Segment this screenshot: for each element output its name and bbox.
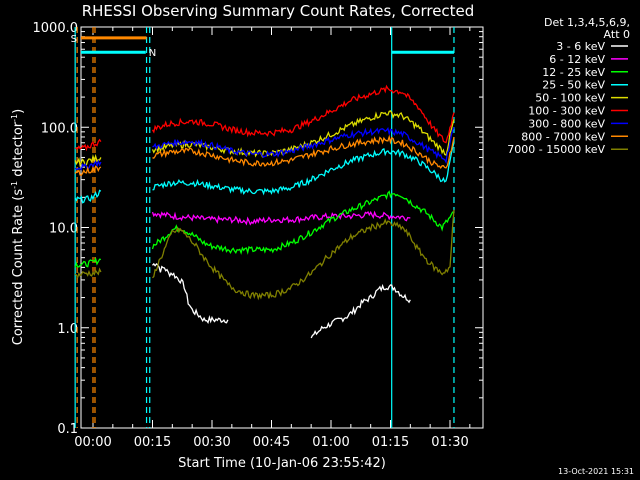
series-line <box>151 190 455 255</box>
series-line <box>74 257 102 268</box>
x-axis: 00:00 00:15 00:30 00:45 01:00 01:15 01:30 <box>74 27 471 450</box>
x-tick-label: 00:45 <box>253 435 290 450</box>
x-tick-label: 01:00 <box>312 435 349 450</box>
legend-header-line2: Att 0 <box>604 28 630 41</box>
series-line <box>310 283 411 339</box>
legend-label: 100 - 300 keV <box>528 105 605 118</box>
legend-label: 3 - 6 keV <box>556 40 605 53</box>
y-tick-label: 0.1 <box>57 422 78 437</box>
series-line <box>152 142 455 196</box>
series-3-6-keV <box>152 262 411 339</box>
series-6-12-keV <box>151 210 411 226</box>
legend-label: 25 - 50 keV <box>542 79 605 92</box>
y-tick-label: 10.0 <box>49 222 78 237</box>
x-tick-label: 01:15 <box>372 435 409 450</box>
series-line <box>151 210 411 226</box>
series-line <box>74 138 102 152</box>
legend-header-line1: Det 1,3,4,5,6,9, <box>544 16 630 29</box>
y-tick-label: 1.0 <box>57 322 78 337</box>
legend-label: 300 - 800 keV <box>528 117 605 130</box>
y-axis-label: Corrected Count Rate (s-1 detector-1) <box>10 109 26 345</box>
y-tick-label: 100.0 <box>41 121 78 136</box>
x-tick-label: 00:30 <box>193 435 230 450</box>
ylabel-sup2: -1 <box>10 114 19 122</box>
observing-bars: SN <box>71 34 454 59</box>
series-25-50-keV <box>74 142 455 204</box>
time-markers <box>74 27 455 428</box>
series-7000-15000-keV <box>74 209 455 301</box>
legend-label: 800 - 7000 keV <box>521 130 605 143</box>
series-line <box>152 262 229 324</box>
series-800-7000-keV <box>74 134 455 177</box>
x-tick-label: 00:00 <box>74 435 111 450</box>
legend-label: 7000 - 15000 keV <box>507 143 605 156</box>
ylabel-mid: detector <box>11 121 26 181</box>
series-line <box>152 209 455 301</box>
series-line <box>74 267 102 280</box>
ylabel-main: Corrected Count Rate (s <box>11 189 26 346</box>
x-tick-label: 00:15 <box>134 435 171 450</box>
series-line <box>74 153 102 168</box>
series-line <box>151 84 455 144</box>
series-line <box>152 134 455 170</box>
legend-label: 12 - 25 keV <box>542 66 605 79</box>
timestamp: 13-Oct-2021 15:31 <box>558 467 634 476</box>
y-tick-label: 1000.0 <box>33 21 79 36</box>
ylabel-end: ) <box>11 109 26 114</box>
series-line <box>74 165 102 177</box>
series-100-300-keV <box>74 84 455 152</box>
series-12-25-keV <box>74 190 455 268</box>
legend-label: 50 - 100 keV <box>535 92 605 105</box>
y-axis: 0.1 1.0 10.0 100.0 1000.0 <box>33 21 483 437</box>
observing-bar-label: N <box>149 48 156 59</box>
observing-bar-label: S <box>71 34 77 45</box>
series-line <box>74 189 102 204</box>
series-group <box>74 84 455 339</box>
x-axis-label: Start Time (10-Jan-06 23:55:42) <box>178 456 386 471</box>
legend-label: 6 - 12 keV <box>549 53 605 66</box>
series-line <box>152 127 455 164</box>
ylabel-sup1: -1 <box>10 181 19 189</box>
x-tick-label: 01:30 <box>431 435 468 450</box>
chart-title: RHESSI Observing Summary Count Rates, Co… <box>82 2 475 20</box>
